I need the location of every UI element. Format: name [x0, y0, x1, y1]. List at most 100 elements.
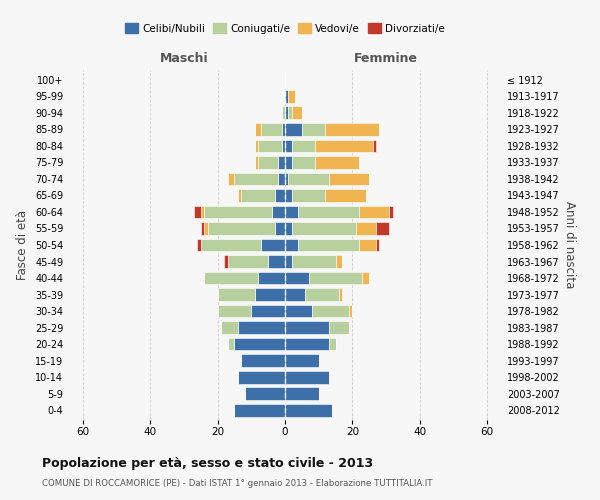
Bar [389, 206, 393, 218]
Legend: Celibi/Nubili, Coniugati/e, Vedovi/e, Divorziati/e: Celibi/Nubili, Coniugati/e, Vedovi/e, Di… [121, 19, 449, 38]
Bar [308, 272, 362, 284]
Bar [235, 404, 285, 416]
Bar [262, 123, 281, 136]
Bar [285, 206, 298, 218]
Bar [312, 304, 349, 318]
Bar [285, 123, 302, 136]
Bar [285, 189, 292, 202]
Bar [228, 338, 235, 350]
Bar [292, 106, 302, 120]
Bar [241, 354, 285, 367]
Bar [228, 172, 235, 186]
Bar [218, 288, 254, 301]
Bar [254, 123, 262, 136]
Bar [228, 255, 268, 268]
Bar [268, 255, 285, 268]
Bar [349, 304, 352, 318]
Bar [204, 272, 258, 284]
Bar [285, 387, 319, 400]
Bar [285, 140, 292, 152]
Bar [339, 288, 342, 301]
Bar [285, 156, 292, 169]
Bar [254, 156, 258, 169]
Bar [285, 255, 292, 268]
Bar [285, 404, 332, 416]
Bar [359, 206, 389, 218]
Bar [285, 238, 298, 252]
Y-axis label: Fasce di età: Fasce di età [16, 210, 29, 280]
Bar [235, 338, 285, 350]
Bar [201, 222, 204, 235]
Bar [329, 321, 349, 334]
Y-axis label: Anni di nascita: Anni di nascita [563, 202, 577, 288]
Bar [289, 172, 329, 186]
Bar [373, 140, 376, 152]
Bar [292, 156, 316, 169]
Bar [285, 172, 289, 186]
Bar [262, 238, 285, 252]
Bar [376, 222, 389, 235]
Bar [254, 140, 258, 152]
Bar [275, 222, 285, 235]
Bar [285, 338, 329, 350]
Bar [289, 106, 292, 120]
Bar [258, 140, 281, 152]
Bar [201, 206, 204, 218]
Bar [335, 255, 342, 268]
Bar [329, 338, 335, 350]
Bar [305, 288, 339, 301]
Bar [285, 106, 289, 120]
Bar [275, 189, 285, 202]
Bar [235, 172, 278, 186]
Bar [201, 238, 262, 252]
Bar [289, 90, 295, 103]
Bar [298, 206, 359, 218]
Bar [325, 123, 379, 136]
Bar [278, 156, 285, 169]
Bar [292, 222, 356, 235]
Bar [285, 370, 329, 384]
Bar [224, 255, 228, 268]
Text: COMUNE DI ROCCAMORICE (PE) - Dati ISTAT 1° gennaio 2013 - Elaborazione TUTTITALI: COMUNE DI ROCCAMORICE (PE) - Dati ISTAT … [42, 479, 433, 488]
Bar [359, 238, 376, 252]
Bar [356, 222, 376, 235]
Bar [298, 238, 359, 252]
Bar [194, 206, 201, 218]
Bar [251, 304, 285, 318]
Bar [281, 140, 285, 152]
Bar [197, 238, 201, 252]
Bar [292, 140, 316, 152]
Bar [238, 321, 285, 334]
Bar [281, 106, 285, 120]
Bar [329, 172, 369, 186]
Bar [285, 272, 308, 284]
Text: Maschi: Maschi [160, 52, 208, 65]
Bar [278, 172, 285, 186]
Bar [362, 272, 369, 284]
Bar [258, 272, 285, 284]
Bar [285, 90, 289, 103]
Bar [316, 140, 373, 152]
Bar [241, 189, 275, 202]
Bar [254, 288, 285, 301]
Bar [285, 304, 312, 318]
Bar [204, 222, 208, 235]
Bar [285, 288, 305, 301]
Bar [285, 321, 329, 334]
Bar [376, 238, 379, 252]
Bar [316, 156, 359, 169]
Bar [245, 387, 285, 400]
Bar [204, 206, 272, 218]
Text: Popolazione per età, sesso e stato civile - 2013: Popolazione per età, sesso e stato civil… [42, 458, 373, 470]
Bar [292, 189, 325, 202]
Bar [238, 370, 285, 384]
Bar [221, 321, 238, 334]
Bar [281, 123, 285, 136]
Text: Femmine: Femmine [354, 52, 418, 65]
Bar [218, 304, 251, 318]
Bar [208, 222, 275, 235]
Bar [302, 123, 325, 136]
Bar [272, 206, 285, 218]
Bar [292, 255, 335, 268]
Bar [238, 189, 241, 202]
